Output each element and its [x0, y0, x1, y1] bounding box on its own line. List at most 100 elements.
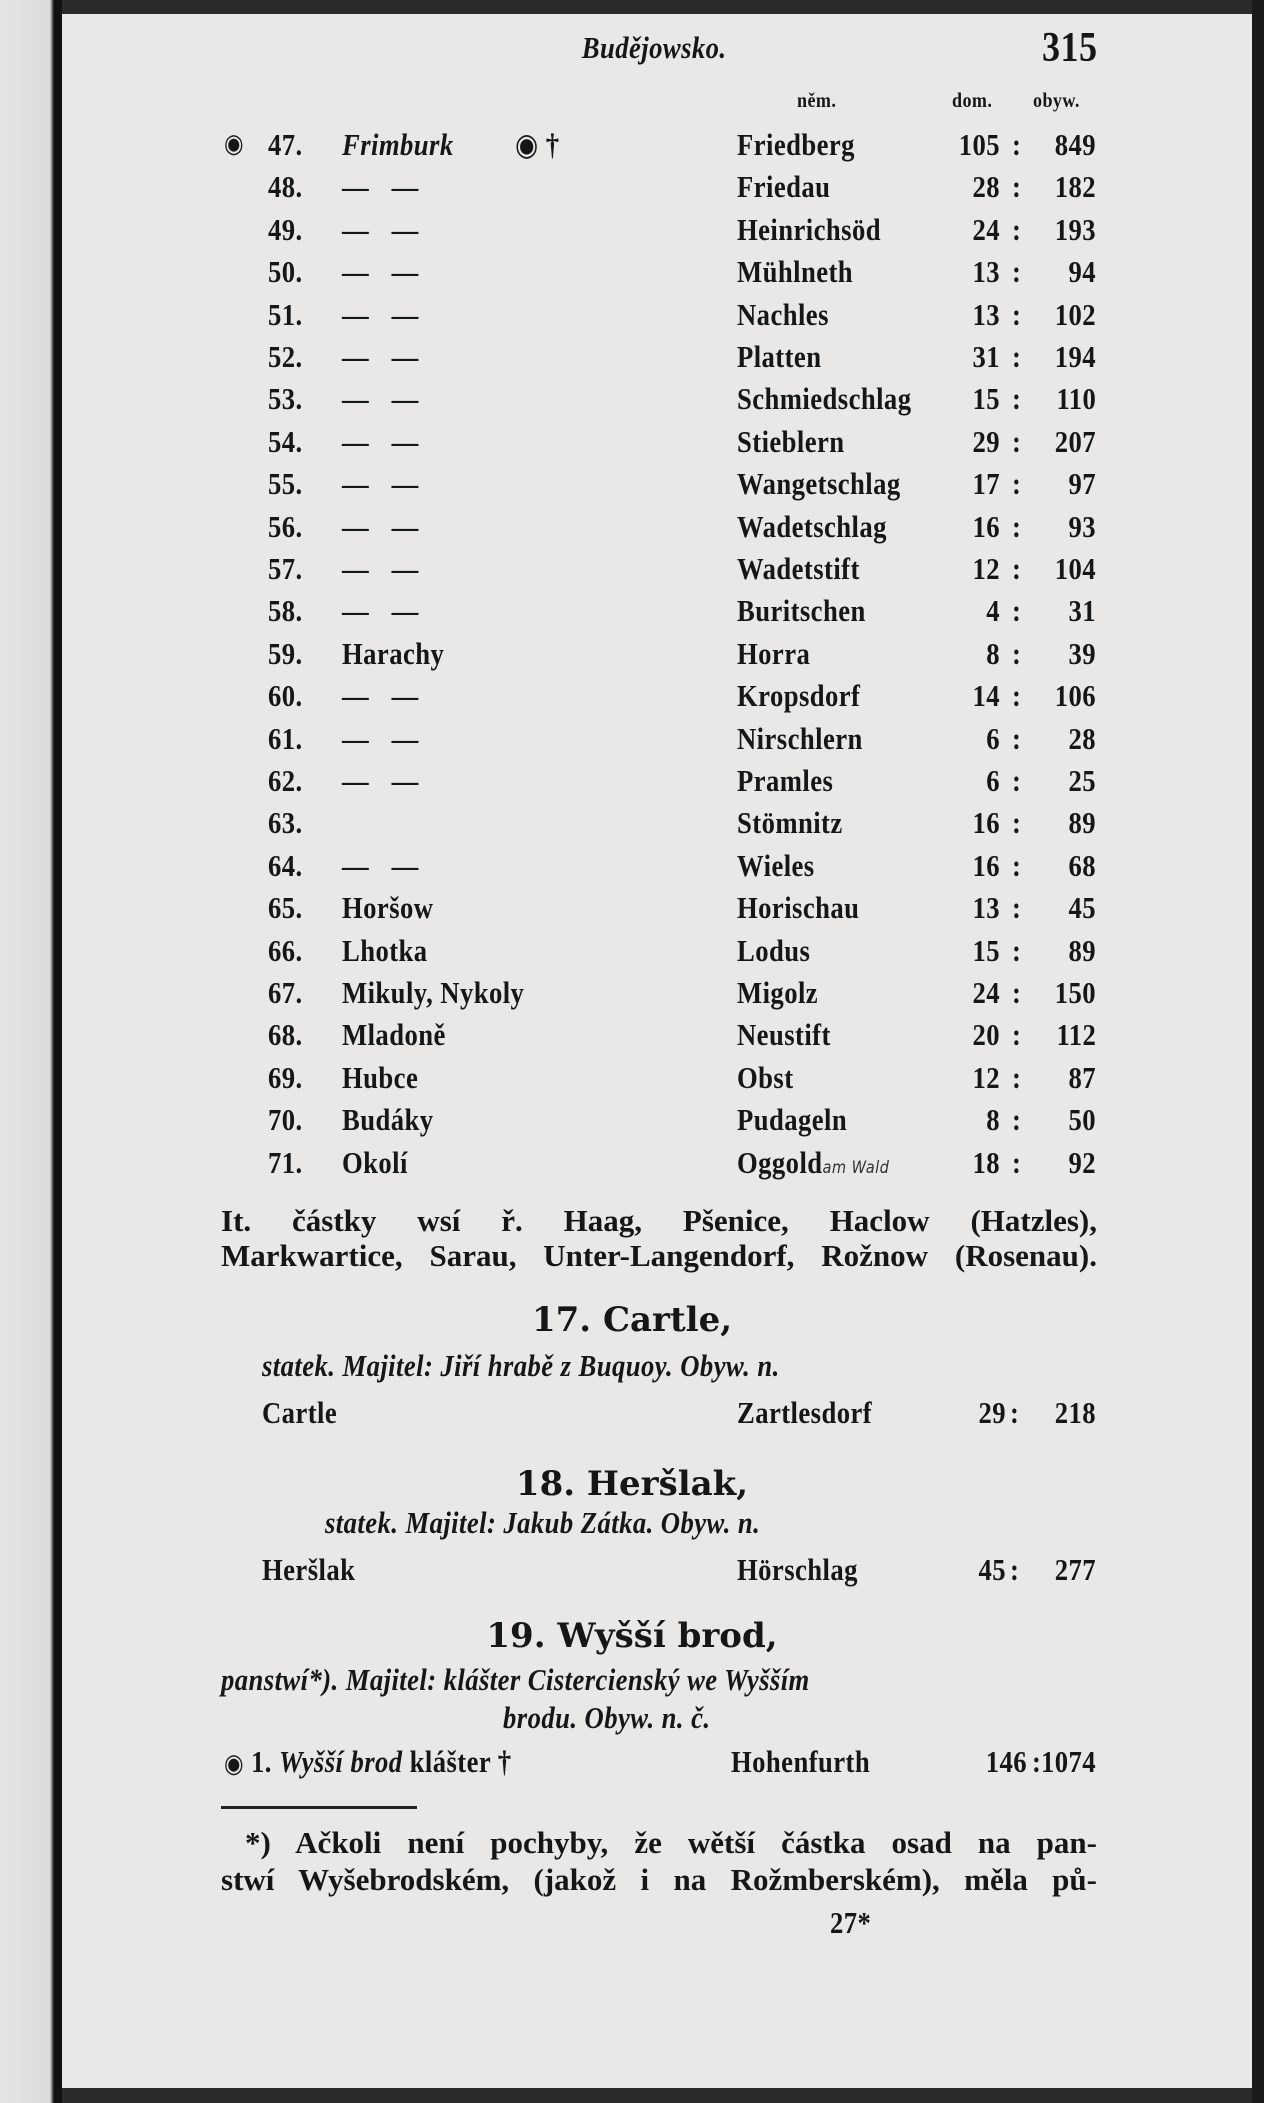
footnote-line: stwí Wyšebrodském, (jakož i na Rožmbersk… — [221, 1862, 1097, 1897]
inhabitants: 45 — [1068, 890, 1096, 926]
inhabitants: 92 — [1068, 1144, 1096, 1180]
ratio-colon: : — [1012, 466, 1022, 502]
inhabitants: 193 — [1054, 211, 1096, 247]
german-name: Wieles — [737, 847, 815, 883]
czech-name: — — — [342, 211, 419, 247]
inhabitants: 194 — [1054, 339, 1096, 374]
ratio-colon: : — [1012, 423, 1022, 459]
german-name: Nachles — [737, 296, 829, 332]
ratio-colon: : — [1012, 508, 1022, 544]
houses: 29 — [978, 1395, 1006, 1430]
row-number: 59. — [268, 635, 303, 671]
inhabitants: 106 — [1054, 678, 1096, 714]
ratio-colon: : — [1012, 593, 1022, 629]
german-name: Wadetstift — [737, 551, 860, 586]
czech-name: Hubce — [342, 1059, 419, 1095]
running-head: Budějowsko. — [581, 30, 727, 65]
german-name: Pudageln — [737, 1102, 848, 1138]
houses: 4 — [986, 593, 1000, 629]
ratio-colon: : — [1012, 678, 1022, 714]
houses: 8 — [986, 635, 1000, 671]
col-header-inhabitants: obyw. — [1033, 88, 1080, 112]
inhabitants: 182 — [1054, 169, 1096, 205]
czech-name: Harachy — [342, 635, 445, 671]
row-number: 49. — [268, 211, 303, 247]
inhabitants: 218 — [1054, 1395, 1096, 1430]
inhabitants: 207 — [1054, 423, 1096, 459]
houses: 16 — [972, 805, 1000, 841]
german-name: Platten — [737, 339, 822, 374]
ratio-colon: : — [1012, 975, 1022, 1010]
czech-name: — — — [342, 763, 419, 798]
german-name: Zartlesdorf — [737, 1395, 873, 1430]
houses: 146 — [985, 1744, 1027, 1779]
ratio-colon: : — [1012, 847, 1022, 883]
inhabitants: 87 — [1068, 1059, 1096, 1095]
czech-name: — — — [342, 720, 419, 756]
czech-name: Lhotka — [342, 932, 428, 968]
czech-name: Okolí — [342, 1144, 408, 1180]
row-number: 61. — [268, 720, 303, 756]
ratio-colon: : — [1012, 254, 1022, 290]
houses: 45 — [978, 1552, 1006, 1587]
row-number: 67. — [268, 975, 303, 1010]
row-number: 51. — [268, 296, 303, 332]
row-number: 63. — [268, 805, 303, 841]
ratio-colon: : — [1012, 1102, 1022, 1138]
section-heading: 18. Heršlak, — [515, 1464, 749, 1504]
inhabitants: 277 — [1054, 1552, 1096, 1587]
inhabitants: 150 — [1054, 975, 1096, 1010]
ratio-colon: : — [1012, 1144, 1022, 1180]
ratio-colon: : — [1012, 932, 1022, 968]
signature-mark: 27* — [830, 1905, 872, 1940]
row-number: 58. — [268, 593, 303, 629]
inhabitants: 89 — [1068, 805, 1096, 841]
ratio-colon: : — [1012, 635, 1022, 671]
ratio-colon: : — [1012, 381, 1022, 417]
houses: 15 — [972, 381, 1000, 417]
page-number: 315 — [1041, 25, 1097, 71]
section-heading: 17. Cartle, — [531, 1300, 733, 1340]
row-number: 71. — [268, 1144, 303, 1180]
czech-name: Horšow — [342, 890, 434, 926]
inhabitants: 39 — [1068, 635, 1096, 671]
german-name: Oggoldam Wald — [737, 1144, 890, 1180]
cross-icon: † — [497, 1744, 512, 1779]
col-header-german: něm. — [797, 88, 837, 112]
german-name: Horra — [737, 635, 811, 671]
german-name: Mühlneth — [737, 254, 854, 290]
page-gutter — [0, 0, 62, 2103]
czech-name: — — — [342, 678, 419, 714]
row-number: 70. — [268, 1102, 303, 1138]
row-number: 65. — [268, 890, 303, 926]
ratio-colon: : — [1012, 1059, 1022, 1095]
inhabitants: 97 — [1068, 466, 1096, 502]
german-name: Buritschen — [737, 593, 866, 629]
czech-name: — — — [342, 381, 419, 417]
ratio-colon: : — [1012, 211, 1022, 247]
german-name: Stieblern — [737, 423, 845, 459]
inhabitants: 28 — [1068, 720, 1096, 756]
inhabitants: 110 — [1056, 381, 1096, 417]
inhabitants: 104 — [1054, 551, 1096, 586]
czech-name: Cartle — [262, 1395, 338, 1430]
inhabitants: 102 — [1054, 296, 1096, 332]
row-number: 56. — [268, 508, 303, 544]
german-name: Wadetschlag — [737, 508, 887, 544]
houses: 17 — [972, 466, 1000, 502]
czech-name: — — — [342, 296, 419, 332]
seal-icon: ◉ — [224, 1749, 244, 1778]
ratio-colon: : — [1012, 805, 1022, 841]
note-line: It. částky wsí ř. Haag, Pšenice, Haclow … — [221, 1203, 1097, 1238]
ratio-colon: : — [1012, 890, 1022, 926]
houses: 24 — [972, 975, 1000, 1010]
row-number: 54. — [268, 423, 303, 459]
section-subtitle: brodu. Obyw. n. č. — [503, 1700, 711, 1735]
german-name: Neustift — [737, 1017, 831, 1053]
section-subtitle: statek. Majitel: Jiří hrabě z Buquoy. Ob… — [262, 1348, 780, 1383]
german-name: Obst — [737, 1059, 794, 1095]
inhabitants: 25 — [1068, 763, 1096, 798]
row-number: 55. — [268, 466, 303, 502]
houses: 12 — [972, 551, 1000, 586]
german-name: Wangetschlag — [737, 466, 901, 502]
